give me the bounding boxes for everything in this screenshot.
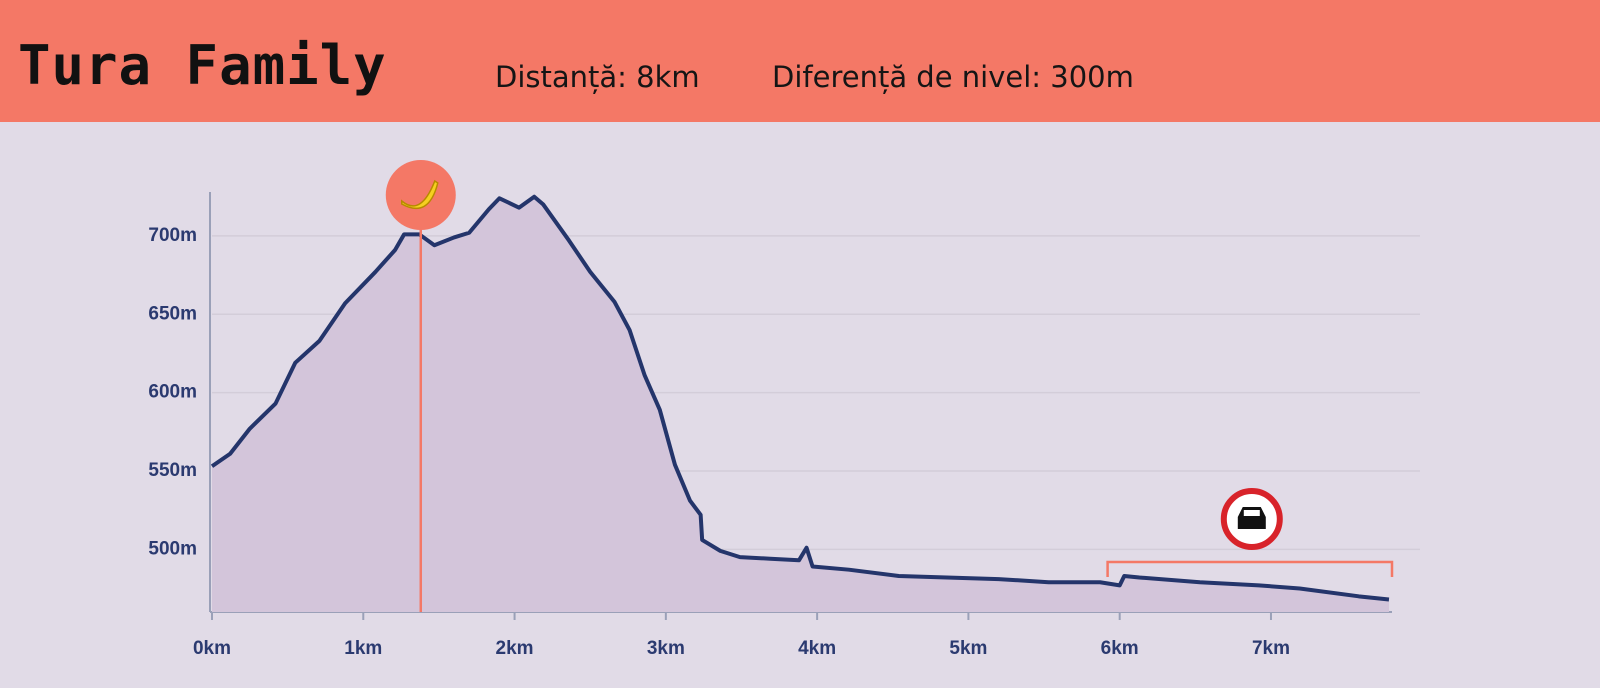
y-tick-label: 700m [148,225,197,246]
marker-badge [385,160,456,230]
x-tick-label: 1km [344,638,382,659]
distance: Distanță: 8km [495,60,700,94]
elevation-line [210,194,1390,602]
x-tick-label: 3km [647,638,685,659]
title: Tura Family [18,34,387,97]
x-tick-label: 2km [496,638,534,659]
chart: 500m 550m 600m 650m 700m 0km 1km 2km 3km 4km 5km 6k… [148,160,1420,659]
restricted-bracket [1106,560,1394,577]
x-tick-label: 4km [798,638,836,659]
area [212,196,1389,613]
header: Tura Family Distanță: 8km Diferență de n… [0,0,1600,122]
car-window [1243,510,1260,516]
x-tick-label: 7km [1252,638,1290,659]
y-tick-label: 650m [148,303,197,324]
x-tick-label: 0km [193,638,231,659]
y-tick-label: 550m [148,460,197,481]
x-tick-label: 6km [1101,638,1139,659]
x-tick-label: 5km [949,638,987,659]
elevation: Diferență de nivel: 300m [772,60,1134,94]
y-tick-label: 600m [148,382,197,403]
banana-icon [401,179,439,210]
y-tick-label: 500m [148,538,197,559]
